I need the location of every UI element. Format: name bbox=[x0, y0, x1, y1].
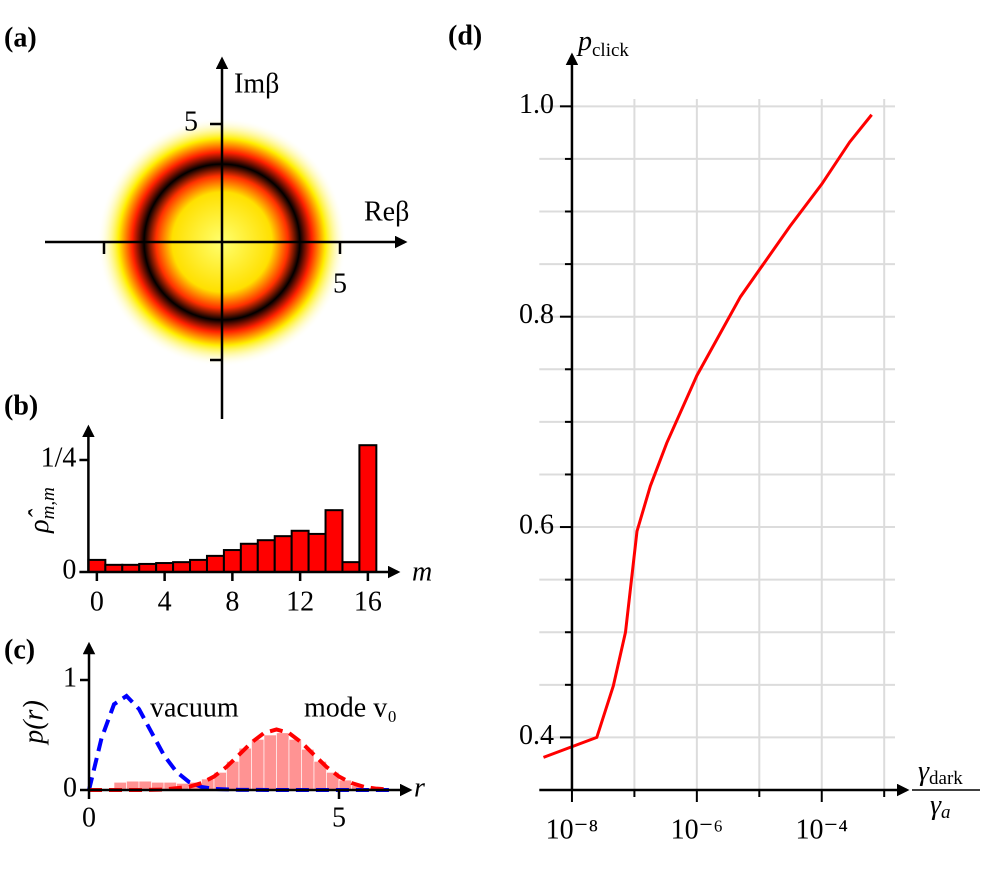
histogram-bar bbox=[263, 734, 277, 791]
x-axis-label-sub: dark bbox=[929, 768, 963, 789]
panel-label: (a) bbox=[4, 22, 37, 53]
x-tick-label: 10⁻⁸ bbox=[546, 814, 599, 845]
curve bbox=[89, 727, 390, 792]
bar bbox=[87, 558, 107, 574]
panel-label: (d) bbox=[448, 20, 482, 51]
x-tick-label: 10⁻⁴ bbox=[795, 814, 848, 845]
x-axis-label-numerator: γdark bbox=[918, 756, 963, 789]
bar bbox=[239, 542, 259, 573]
bar bbox=[358, 444, 378, 574]
bar bbox=[324, 509, 344, 573]
y-tick-label: 5 bbox=[184, 106, 198, 137]
y-axis-label: Imβ bbox=[234, 68, 279, 99]
legend-label: mode v₀ bbox=[304, 692, 397, 723]
y-axis-label: pclick bbox=[576, 26, 629, 61]
histogram-bar bbox=[251, 739, 265, 791]
x-tick-label: 5 bbox=[332, 802, 346, 833]
histogram-bar bbox=[276, 732, 290, 791]
x-tick-label: 4 bbox=[158, 586, 172, 617]
bar bbox=[172, 561, 192, 573]
x-axis-label-main: γ bbox=[918, 756, 930, 787]
bar bbox=[222, 549, 242, 574]
y-tick-label: 0.6 bbox=[519, 509, 554, 540]
y-tick-label: 0.8 bbox=[519, 299, 554, 330]
bar bbox=[341, 561, 361, 573]
y-tick-label: 1.0 bbox=[519, 89, 554, 120]
x-axis-label-sub: a bbox=[941, 802, 951, 823]
y-axis-label-main: p bbox=[576, 26, 592, 57]
y-axis-label: p(r) bbox=[18, 700, 49, 746]
x-tick-label: 0 bbox=[82, 802, 96, 833]
x-axis-label-main: γ bbox=[930, 790, 942, 821]
panel-label: (b) bbox=[4, 390, 38, 421]
x-tick-label: 12 bbox=[286, 586, 314, 617]
x-axis-label-denominator: γa bbox=[930, 790, 951, 823]
y-tick-label: 0 bbox=[63, 772, 77, 803]
data-line bbox=[542, 113, 873, 759]
bar bbox=[273, 535, 293, 574]
y-tick-label: 0 bbox=[62, 554, 76, 585]
legend-label: vacuum bbox=[150, 692, 239, 723]
x-tick-label: 16 bbox=[354, 586, 382, 617]
histogram-bar bbox=[288, 739, 302, 791]
x-tick-label: 0 bbox=[90, 586, 104, 617]
bar bbox=[189, 558, 208, 574]
x-tick-label: 8 bbox=[225, 586, 239, 617]
y-axis-label: ρ̂m,m bbox=[24, 487, 59, 534]
y-tick-label: 1/4 bbox=[41, 442, 77, 473]
panel-label: (c) bbox=[4, 634, 35, 665]
y-tick-label: 1 bbox=[63, 662, 77, 693]
x-axis-label: m bbox=[412, 556, 432, 587]
bar bbox=[307, 532, 327, 573]
y-axis-label-sub: m,m bbox=[38, 487, 59, 519]
x-tick-label: 5 bbox=[333, 268, 347, 299]
bar bbox=[205, 554, 225, 574]
y-tick-label: 0.4 bbox=[519, 720, 554, 751]
y-axis-label-sub: click bbox=[592, 40, 629, 61]
x-axis-label: r bbox=[414, 772, 425, 803]
x-tick-label: 10⁻⁶ bbox=[671, 814, 724, 845]
bar bbox=[256, 539, 276, 574]
bar bbox=[155, 562, 175, 573]
x-axis-label: Reβ bbox=[364, 196, 409, 227]
bar bbox=[290, 529, 310, 574]
